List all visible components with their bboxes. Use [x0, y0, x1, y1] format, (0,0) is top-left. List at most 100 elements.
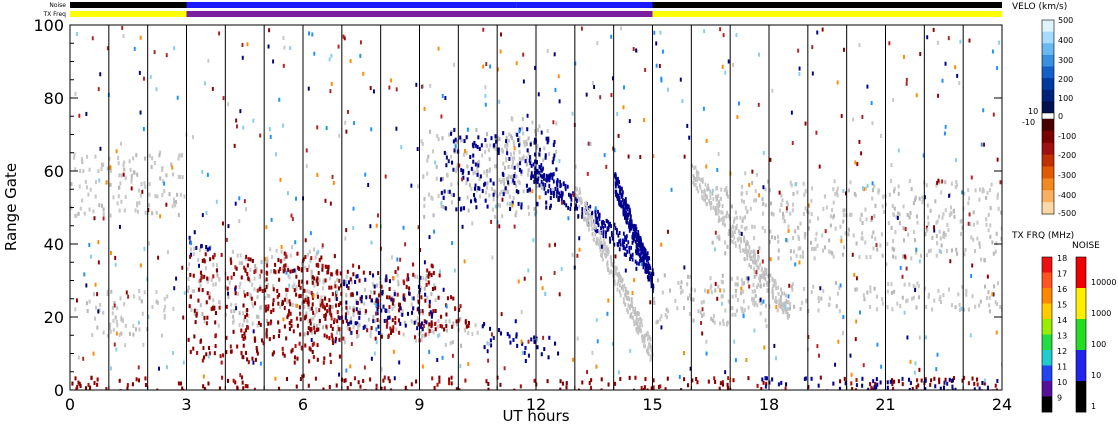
data-cell — [329, 360, 332, 365]
noise-cell — [701, 331, 704, 336]
data-cell — [604, 241, 606, 246]
data-cell — [435, 164, 438, 169]
data-cell — [891, 378, 894, 383]
noise-colorbar-frame — [1075, 256, 1087, 413]
noise-cell — [345, 129, 348, 134]
data-cell — [518, 181, 521, 186]
data-cell — [321, 267, 324, 272]
data-cell — [637, 331, 640, 336]
data-cell — [246, 292, 249, 297]
data-cell — [950, 303, 954, 308]
data-cell — [280, 249, 283, 254]
noise-cell — [863, 187, 866, 192]
data-cell — [251, 258, 254, 264]
data-cell — [416, 316, 419, 321]
data-cell — [116, 306, 119, 311]
data-cell — [414, 319, 418, 324]
x-tick-label: 18 — [759, 395, 779, 414]
data-cell — [624, 235, 626, 240]
data-cell — [164, 304, 167, 309]
data-cell — [366, 328, 369, 333]
data-cell — [126, 383, 129, 388]
data-cell — [567, 205, 570, 210]
data-cell — [721, 382, 725, 387]
data-cell — [378, 280, 381, 285]
noise-cell — [652, 154, 655, 159]
data-cell — [465, 181, 468, 186]
data-cell — [549, 188, 552, 193]
data-cell — [134, 208, 137, 213]
data-cell — [219, 354, 222, 359]
data-cell — [222, 353, 225, 358]
data-cell — [578, 187, 581, 192]
data-cell — [505, 147, 508, 152]
data-cell — [600, 240, 603, 245]
data-cell — [391, 307, 394, 312]
data-cell — [625, 210, 627, 215]
data-cell — [436, 133, 439, 138]
data-cell — [791, 287, 794, 292]
data-cell — [118, 332, 121, 337]
data-cell — [422, 311, 425, 316]
data-cell — [916, 220, 919, 225]
data-cell — [120, 199, 123, 204]
noise-cell — [595, 317, 598, 323]
data-cell — [710, 316, 713, 321]
data-cell — [629, 214, 632, 219]
data-cell — [310, 330, 313, 335]
data-cell — [115, 319, 118, 324]
noise-cell — [372, 89, 375, 94]
data-cell — [483, 345, 486, 350]
x-tick-label: 0 — [65, 395, 75, 414]
noise-cell — [914, 361, 917, 366]
data-cell — [585, 201, 587, 206]
noise-cell — [595, 364, 598, 369]
data-cell — [455, 207, 458, 212]
data-cell — [535, 145, 538, 150]
noise-cell — [716, 296, 719, 301]
noise-cell — [724, 370, 727, 375]
data-cell — [806, 209, 809, 214]
data-cell — [506, 331, 509, 337]
noise-cell — [701, 307, 704, 312]
noise-cell — [681, 99, 684, 104]
data-cell — [844, 381, 847, 386]
data-cell — [757, 257, 759, 262]
data-cell — [740, 306, 743, 311]
data-cell — [727, 299, 730, 304]
data-cell — [144, 184, 147, 189]
data-cell — [641, 247, 644, 252]
data-cell — [751, 224, 754, 229]
noise-cell — [844, 191, 847, 196]
data-cell — [550, 191, 553, 196]
data-cell — [887, 282, 890, 287]
noise-cell — [399, 257, 402, 262]
data-cell — [463, 139, 466, 144]
data-cell — [151, 156, 154, 161]
data-cell — [870, 234, 874, 239]
data-cell — [745, 245, 747, 250]
noise-cell — [287, 191, 289, 196]
noise-cell — [486, 341, 489, 346]
data-cell — [829, 250, 832, 255]
data-cell — [401, 308, 404, 313]
noise-cell — [137, 320, 140, 325]
noise-cell — [855, 276, 858, 281]
noise-cell — [98, 178, 101, 183]
noise-cell — [451, 353, 454, 358]
noise-cell — [574, 164, 577, 169]
noise-cell — [85, 111, 88, 116]
data-cell — [712, 314, 716, 319]
data-cell — [272, 302, 275, 307]
data-cell — [345, 305, 348, 310]
data-cell — [393, 303, 396, 308]
data-cell — [963, 252, 966, 257]
data-cell — [794, 229, 797, 234]
data-cell — [421, 327, 424, 332]
data-cell — [805, 298, 808, 303]
frequency-swatch — [1042, 257, 1052, 273]
data-cell — [898, 221, 901, 226]
data-cell — [634, 259, 637, 264]
data-cell — [394, 270, 397, 275]
data-cell — [287, 268, 290, 273]
